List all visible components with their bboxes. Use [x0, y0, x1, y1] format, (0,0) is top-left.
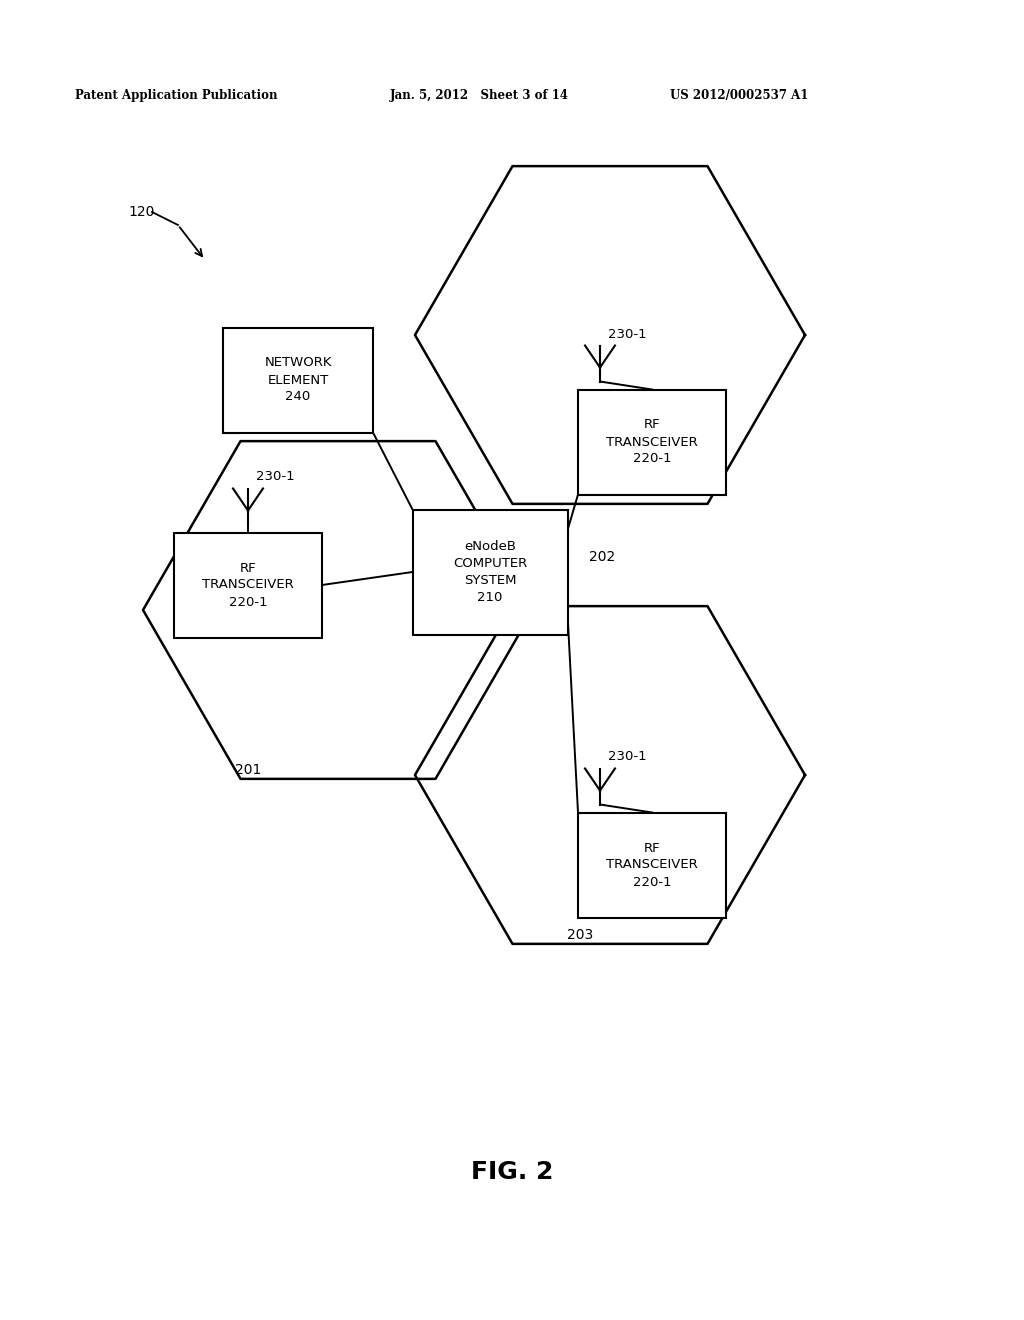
Text: RF
TRANSCEIVER
220-1: RF TRANSCEIVER 220-1	[202, 561, 294, 609]
Text: RF
TRANSCEIVER
220-1: RF TRANSCEIVER 220-1	[606, 418, 698, 466]
Text: eNodeB
COMPUTER
SYSTEM
210: eNodeB COMPUTER SYSTEM 210	[453, 540, 527, 605]
Text: 230-1: 230-1	[256, 470, 295, 483]
Text: NETWORK
ELEMENT
240: NETWORK ELEMENT 240	[264, 356, 332, 404]
FancyBboxPatch shape	[223, 327, 373, 433]
Text: 203: 203	[567, 928, 593, 942]
Text: 202: 202	[590, 550, 615, 564]
FancyBboxPatch shape	[174, 532, 322, 638]
Text: US 2012/0002537 A1: US 2012/0002537 A1	[670, 88, 808, 102]
Text: 201: 201	[234, 763, 261, 777]
FancyBboxPatch shape	[578, 389, 726, 495]
Text: Jan. 5, 2012   Sheet 3 of 14: Jan. 5, 2012 Sheet 3 of 14	[390, 88, 569, 102]
Text: FIG. 2: FIG. 2	[471, 1160, 553, 1184]
Text: 230-1: 230-1	[608, 327, 646, 341]
Text: Patent Application Publication: Patent Application Publication	[75, 88, 278, 102]
Text: 230-1: 230-1	[608, 751, 646, 763]
FancyBboxPatch shape	[578, 813, 726, 917]
Text: 120: 120	[128, 205, 155, 219]
Text: RF
TRANSCEIVER
220-1: RF TRANSCEIVER 220-1	[606, 842, 698, 888]
FancyBboxPatch shape	[413, 510, 567, 635]
